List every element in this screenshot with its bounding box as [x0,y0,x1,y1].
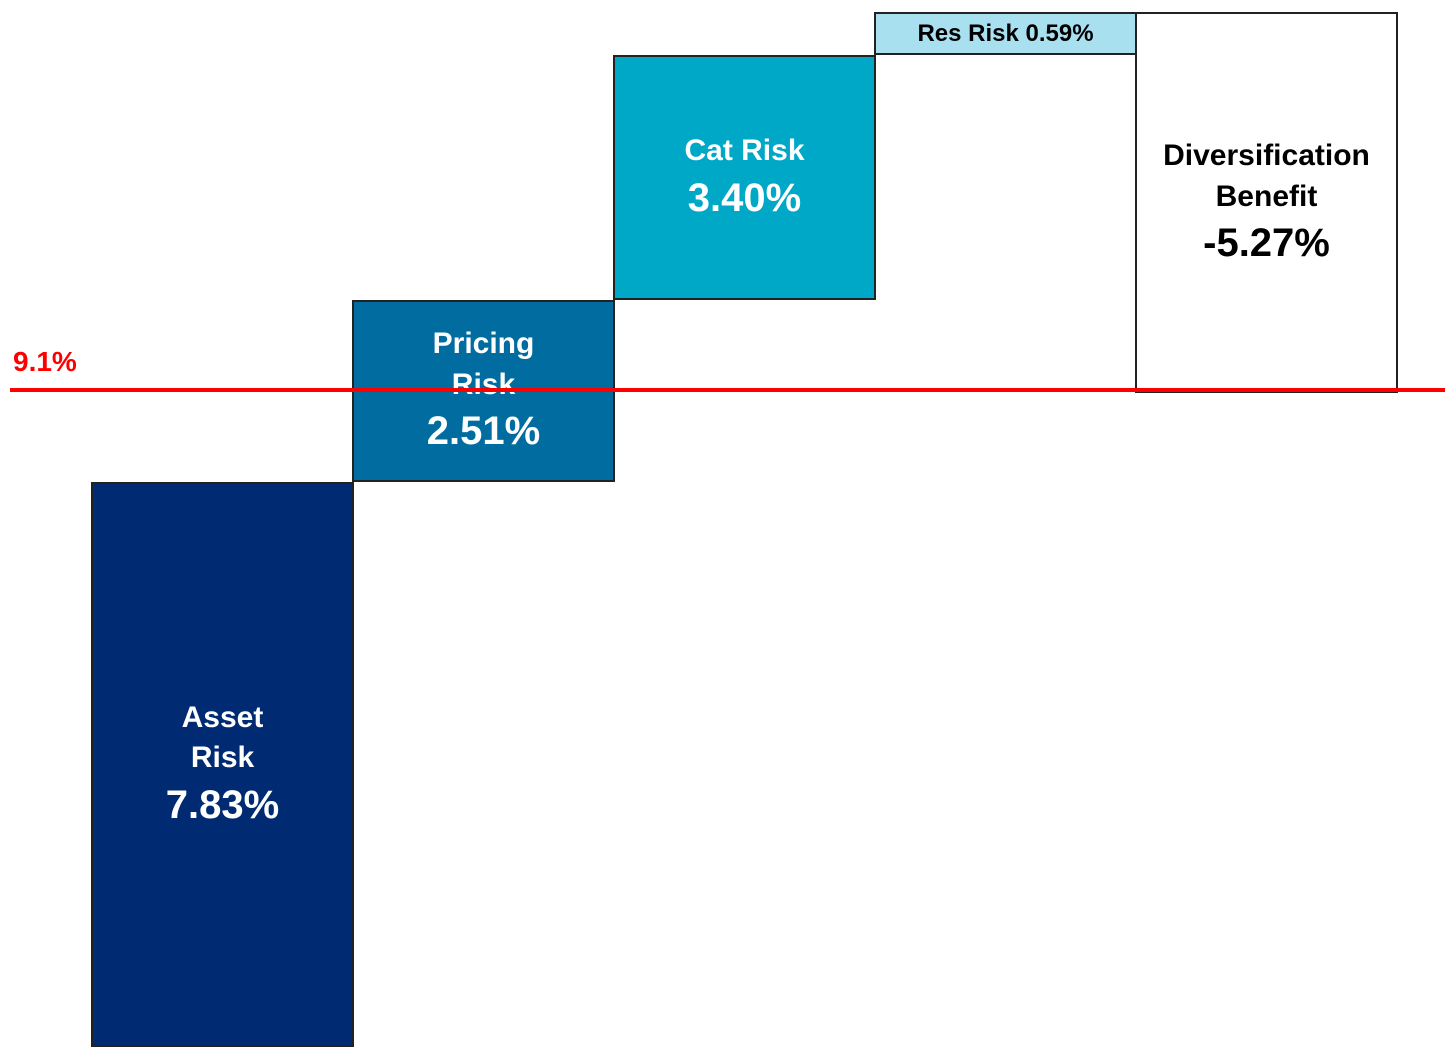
bar: Cat Risk 3.40% [613,54,876,301]
bar-label: Res Risk 0.59% [917,20,1093,48]
reference-label: 9.1% [13,345,77,377]
bar: Diversification Benefit -5.27% [1135,12,1398,393]
value-label: 2.51% [426,409,541,454]
value-label: 3.40% [687,175,802,220]
category-label: Diversification Benefit [1163,139,1370,213]
bar: Asset Risk 7.83% [91,481,354,1047]
category-label: Res Risk [917,19,1019,47]
category-label: Cat Risk [684,134,805,168]
category-label: Asset Risk [181,700,264,775]
reference-line [10,387,1445,392]
value-label: -5.27% [1203,221,1330,266]
bar: Res Risk 0.59% [874,12,1137,55]
value-label: 0.59% [1025,19,1094,47]
category-label: Pricing Risk [432,327,535,401]
value-label: 7.83% [165,782,280,827]
